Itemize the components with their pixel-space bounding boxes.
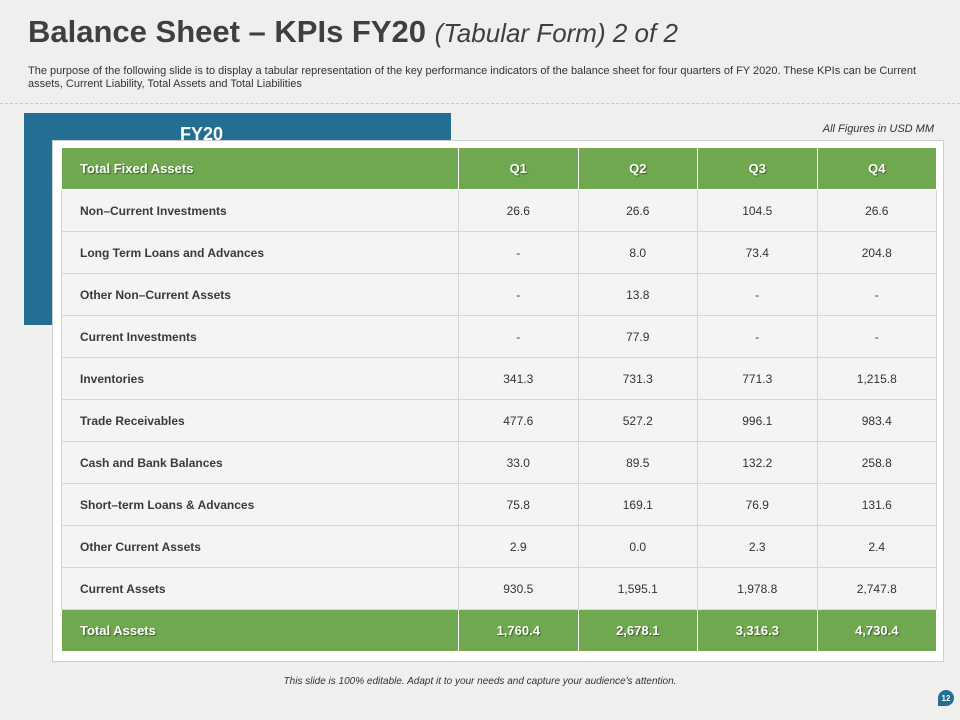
- cell-q3: -: [697, 273, 818, 316]
- cell-q4: -: [816, 273, 937, 316]
- total-q4: 4,730.4: [816, 609, 937, 652]
- row-label: Non–Current Investments: [61, 189, 459, 232]
- cell-q4: 2.4: [816, 525, 937, 568]
- header-label: Total Fixed Assets: [61, 147, 459, 190]
- cell-q1: -: [458, 273, 579, 316]
- cell-q1: -: [458, 315, 579, 358]
- cell-q4: 204.8: [816, 231, 937, 274]
- cell-q4: 1,215.8: [816, 357, 937, 400]
- fy-label: FY20: [180, 124, 224, 144]
- header-q3: Q3: [697, 147, 818, 190]
- cell-q2: 0.0: [577, 525, 698, 568]
- row-label: Trade Receivables: [61, 399, 459, 442]
- header-q2: Q2: [577, 147, 698, 190]
- kpi-table: Total Fixed Assets Q1 Q2 Q3 Q4 Non–Curre…: [61, 147, 937, 652]
- cell-q3: 104.5: [697, 189, 818, 232]
- table-row: Current Assets 930.5 1,595.1 1,978.8 2,7…: [61, 567, 937, 610]
- cell-q1: 930.5: [458, 567, 579, 610]
- cell-q2: 731.3: [577, 357, 698, 400]
- table-row: Trade Receivables 477.6 527.2 996.1 983.…: [61, 399, 937, 442]
- cell-q3: 73.4: [697, 231, 818, 274]
- row-label: Current Investments: [61, 315, 459, 358]
- cell-q2: 169.1: [577, 483, 698, 526]
- table-row: Cash and Bank Balances 33.0 89.5 132.2 2…: [61, 441, 937, 484]
- cell-q1: 33.0: [458, 441, 579, 484]
- row-label: Short–term Loans & Advances: [61, 483, 459, 526]
- title-main: Balance Sheet – KPIs FY20: [28, 14, 427, 49]
- cell-q4: 258.8: [816, 441, 937, 484]
- cell-q1: 2.9: [458, 525, 579, 568]
- row-label: Inventories: [61, 357, 459, 400]
- cell-q2: 77.9: [577, 315, 698, 358]
- cell-q2: 527.2: [577, 399, 698, 442]
- cell-q2: 1,595.1: [577, 567, 698, 610]
- units-note: All Figures in USD MM: [822, 123, 934, 135]
- cell-q3: 76.9: [697, 483, 818, 526]
- page-number-badge: 12: [938, 690, 954, 706]
- cell-q1: 341.3: [458, 357, 579, 400]
- row-label: Other Current Assets: [61, 525, 459, 568]
- total-label: Total Assets: [61, 609, 459, 652]
- table-row: Non–Current Investments 26.6 26.6 104.5 …: [61, 189, 937, 232]
- table-row: Long Term Loans and Advances - 8.0 73.4 …: [61, 231, 937, 274]
- cell-q4: -: [816, 315, 937, 358]
- cell-q3: 2.3: [697, 525, 818, 568]
- table-row: Inventories 341.3 731.3 771.3 1,215.8: [61, 357, 937, 400]
- cell-q4: 2,747.8: [816, 567, 937, 610]
- cell-q1: 26.6: [458, 189, 579, 232]
- table-row: Other Non–Current Assets - 13.8 - -: [61, 273, 937, 316]
- cell-q1: 75.8: [458, 483, 579, 526]
- table-row: Current Investments - 77.9 - -: [61, 315, 937, 358]
- header-q1: Q1: [458, 147, 579, 190]
- cell-q2: 26.6: [577, 189, 698, 232]
- table-header-row: Total Fixed Assets Q1 Q2 Q3 Q4: [61, 147, 937, 190]
- cell-q1: 477.6: [458, 399, 579, 442]
- footnote: This slide is 100% editable. Adapt it to…: [283, 676, 677, 687]
- cell-q3: -: [697, 315, 818, 358]
- cell-q3: 132.2: [697, 441, 818, 484]
- title-subtitle: (Tabular Form) 2 of 2: [434, 18, 678, 48]
- cell-q3: 771.3: [697, 357, 818, 400]
- cell-q3: 996.1: [697, 399, 818, 442]
- table-row: Short–term Loans & Advances 75.8 169.1 7…: [61, 483, 937, 526]
- header-divider: [0, 103, 960, 104]
- header-q4: Q4: [816, 147, 937, 190]
- row-label: Long Term Loans and Advances: [61, 231, 459, 274]
- slide-description: The purpose of the following slide is to…: [28, 65, 917, 90]
- cell-q4: 131.6: [816, 483, 937, 526]
- cell-q2: 13.8: [577, 273, 698, 316]
- row-label: Other Non–Current Assets: [61, 273, 459, 316]
- cell-q2: 89.5: [577, 441, 698, 484]
- table-row: Other Current Assets 2.9 0.0 2.3 2.4: [61, 525, 937, 568]
- total-q1: 1,760.4: [458, 609, 579, 652]
- slide-title: Balance Sheet – KPIs FY20 (Tabular Form)…: [28, 14, 678, 50]
- row-label: Cash and Bank Balances: [61, 441, 459, 484]
- total-row: Total Assets 1,760.4 2,678.1 3,316.3 4,7…: [61, 609, 937, 652]
- cell-q4: 26.6: [816, 189, 937, 232]
- cell-q4: 983.4: [816, 399, 937, 442]
- cell-q3: 1,978.8: [697, 567, 818, 610]
- cell-q2: 8.0: [577, 231, 698, 274]
- total-q2: 2,678.1: [577, 609, 698, 652]
- row-label: Current Assets: [61, 567, 459, 610]
- total-q3: 3,316.3: [697, 609, 818, 652]
- cell-q1: -: [458, 231, 579, 274]
